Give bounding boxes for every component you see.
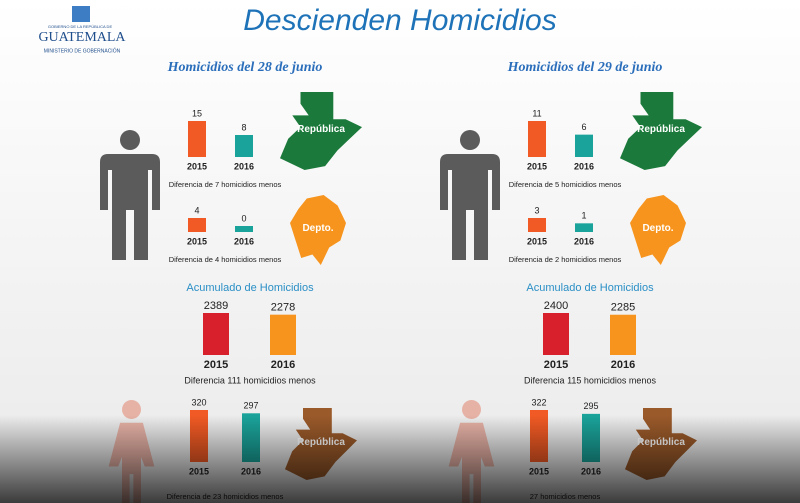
logo-emblem [72, 6, 90, 22]
man-icon [100, 130, 160, 260]
label: 2285 [611, 302, 635, 314]
label: 2016 [271, 359, 295, 371]
label: 297 [243, 401, 258, 411]
bar [575, 134, 593, 157]
label: 2015 [527, 161, 547, 171]
label: Depto. [642, 223, 673, 234]
label: Diferencia de 4 homicidios menos [169, 255, 282, 264]
label: 2278 [271, 302, 295, 314]
bar [575, 223, 593, 232]
label: 2015 [187, 161, 207, 171]
label: 2400 [544, 300, 568, 312]
label: 2015 [527, 236, 547, 246]
label: 3 [534, 205, 539, 215]
label: 0 [241, 213, 246, 223]
logo-text: GUATEMALA [38, 30, 126, 45]
label: 2016 [611, 359, 635, 371]
slide-title: Descienden Homicidios [243, 4, 556, 37]
bar [203, 313, 229, 355]
label: Diferencia 111 homicidios menos [184, 375, 316, 385]
label: 15 [192, 108, 202, 118]
label: Homicidios del 28 de junio [167, 60, 323, 75]
map [630, 195, 686, 265]
label: República [297, 124, 345, 135]
label: 295 [583, 401, 598, 411]
label: 4 [194, 205, 199, 215]
bar [188, 121, 206, 157]
bar [235, 226, 253, 232]
label: Diferencia de 5 homicidios menos [509, 180, 622, 189]
body [100, 154, 160, 260]
map [620, 92, 702, 170]
label: 1 [581, 211, 586, 221]
bar [528, 121, 546, 157]
label: 2015 [187, 236, 207, 246]
head [122, 400, 141, 419]
label: Diferencia 115 homicidios menos [524, 375, 656, 385]
bar [543, 313, 569, 355]
map [290, 195, 346, 265]
label: 8 [241, 122, 246, 132]
label: Acumulado de Homicidios [186, 282, 314, 294]
label: 322 [531, 397, 546, 407]
bar [528, 218, 546, 232]
label: 2016 [574, 236, 594, 246]
bar [188, 218, 206, 232]
label: 2015 [204, 359, 228, 371]
logo-sub: MINISTERIO DE GOBERNACIÓN [44, 47, 121, 54]
label: 2016 [234, 236, 254, 246]
label: 6 [581, 122, 586, 132]
label: Depto. [302, 223, 333, 234]
label: 11 [532, 108, 541, 118]
bar [610, 314, 636, 355]
head [460, 130, 480, 150]
video-shade [0, 415, 800, 503]
label: República [637, 124, 685, 135]
label: 320 [191, 397, 206, 407]
head [120, 130, 140, 150]
label: Homicidios del 29 de junio [507, 60, 663, 75]
map [280, 92, 362, 170]
label: 2015 [544, 359, 568, 371]
bar [270, 314, 296, 355]
label: Acumulado de Homicidios [526, 282, 654, 294]
label: Diferencia de 7 homicidios menos [169, 180, 282, 189]
label: Diferencia de 2 homicidios menos [509, 255, 622, 264]
logo-top: GOBIERNO DE LA REPÚBLICA DE [48, 24, 113, 29]
label: 2389 [204, 300, 228, 312]
label: 2016 [234, 161, 254, 171]
head [462, 400, 481, 419]
body [440, 154, 500, 260]
man-icon [440, 130, 500, 260]
bar [235, 135, 253, 157]
label: 2016 [574, 161, 594, 171]
